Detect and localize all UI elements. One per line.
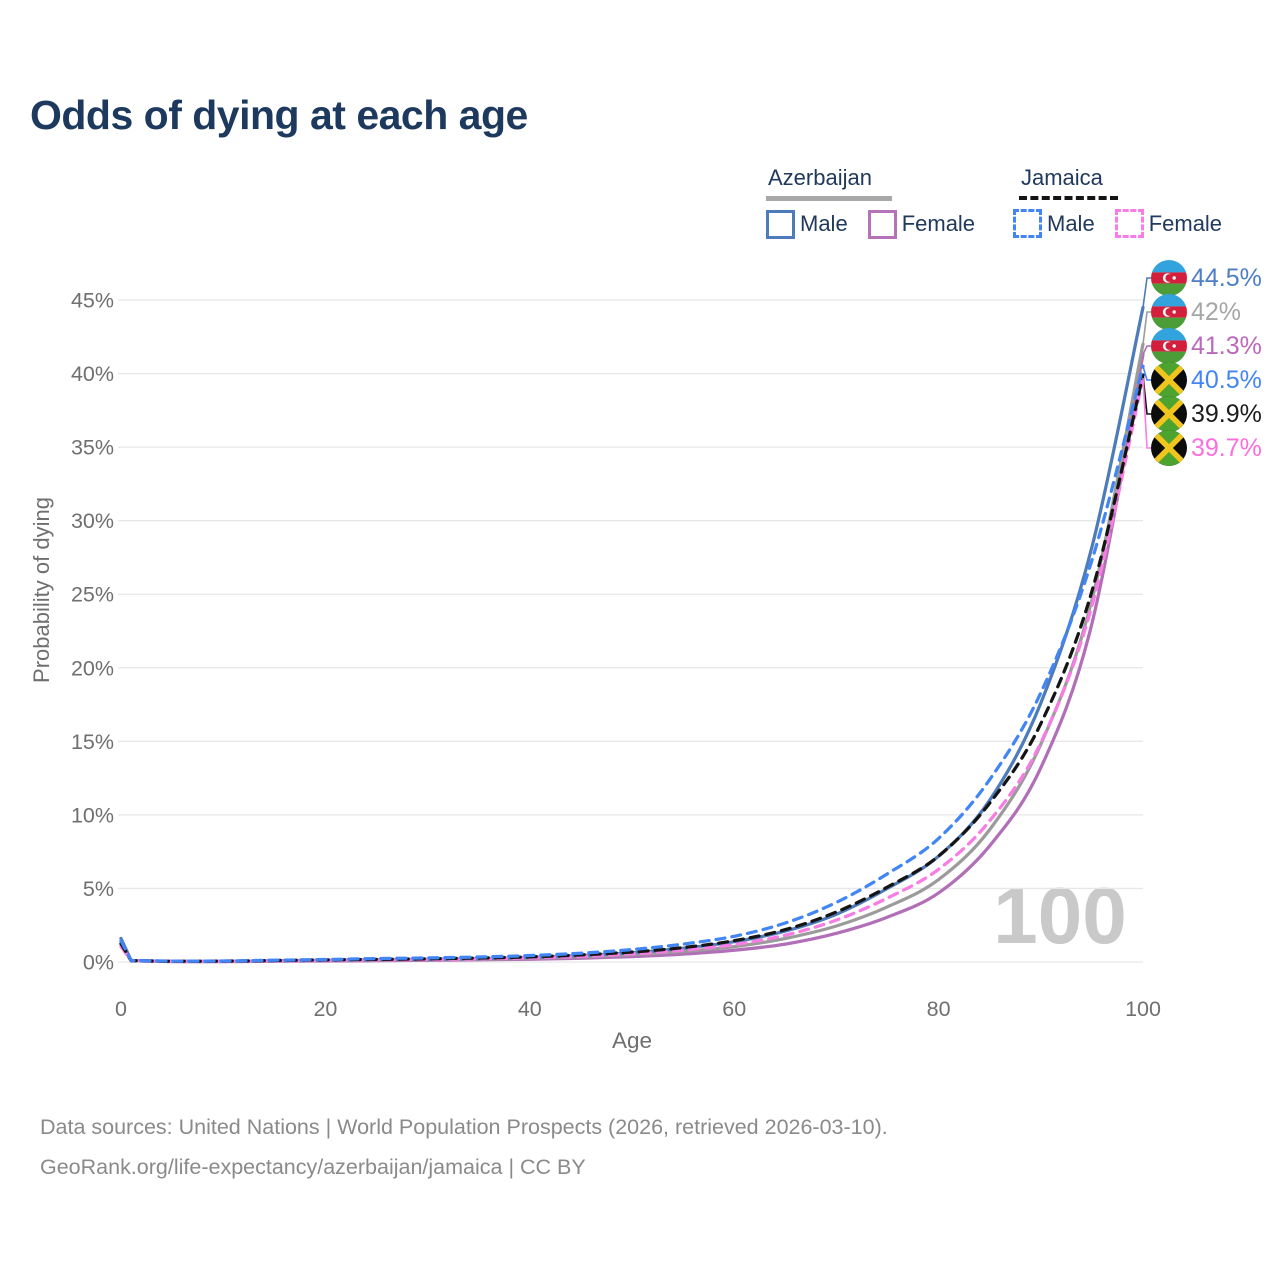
y-tick-label-30: 30% xyxy=(71,509,114,533)
end-value-jamaica-combined: 39.9% xyxy=(1191,400,1262,428)
legend-label-azerbaijan-female[interactable]: Female xyxy=(901,211,976,236)
footer-attribution: Data sources: United Nations | World Pop… xyxy=(40,1107,888,1187)
end-value-azerbaijan-male: 44.5% xyxy=(1191,264,1262,292)
end-label-connector-azerbaijan-female xyxy=(1142,345,1151,355)
azerbaijan-flag-icon xyxy=(1151,260,1187,296)
series-line-azerbaijan-combined[interactable] xyxy=(119,342,1145,964)
legend-line-sample-azerbaijan xyxy=(766,196,892,201)
footer-link[interactable]: GeoRank.org/life-expectancy/azerbaijan/j… xyxy=(40,1155,586,1179)
end-value-jamaica-male: 40.5% xyxy=(1191,366,1262,394)
x-tick-label-100: 100 xyxy=(1125,997,1161,1021)
legend-group-azerbaijan: Azerbaijan Male Female xyxy=(766,165,995,239)
y-axis-title: Probability of dying xyxy=(29,497,54,683)
end-label-connector-jamaica-female xyxy=(1142,377,1151,449)
legend-country-azerbaijan[interactable]: Azerbaijan xyxy=(768,165,872,190)
end-label-jamaica-combined: 39.9% xyxy=(1151,396,1262,432)
series-line-azerbaijan-female[interactable] xyxy=(119,352,1145,964)
series-line-jamaica-male[interactable] xyxy=(119,364,1145,963)
legend-line-sample-jamaica xyxy=(1019,196,1118,200)
legend-swatch-jamaica-female[interactable] xyxy=(1114,209,1144,238)
azerbaijan-flag-icon xyxy=(1151,328,1187,364)
footer-data-sources: Data sources: United Nations | World Pop… xyxy=(40,1115,888,1139)
end-label-azerbaijan-combined: 42% xyxy=(1151,294,1241,330)
y-tick-label-20: 20% xyxy=(71,656,114,680)
jamaica-flag-icon xyxy=(1151,396,1187,432)
azerbaijan-flag-icon xyxy=(1151,294,1187,330)
jamaica-flag-icon xyxy=(1151,430,1187,466)
legend-group-jamaica: Jamaica Male Female xyxy=(1013,165,1242,238)
legend-swatch-jamaica-male[interactable] xyxy=(1013,209,1042,238)
series-line-jamaica-female[interactable] xyxy=(119,376,1145,964)
end-label-jamaica-male: 40.5% xyxy=(1151,362,1262,398)
end-label-azerbaijan-male: 44.5% xyxy=(1151,260,1262,296)
y-tick-label-10: 10% xyxy=(71,803,114,827)
x-axis-title: Age xyxy=(612,1028,652,1053)
y-tick-label-5: 5% xyxy=(83,877,114,901)
y-tick-label-25: 25% xyxy=(71,583,114,607)
legend-label-jamaica-male[interactable]: Male xyxy=(1047,210,1095,236)
y-tick-label-15: 15% xyxy=(71,730,114,754)
end-label-connector-azerbaijan-male xyxy=(1142,277,1151,308)
legend-country-jamaica[interactable]: Jamaica xyxy=(1021,165,1103,190)
x-tick-label-60: 60 xyxy=(722,997,746,1021)
y-tick-label-45: 45% xyxy=(71,289,114,313)
end-label-connector-jamaica-male xyxy=(1142,365,1151,381)
x-tick-label-0: 0 xyxy=(115,997,127,1021)
legend-swatch-azerbaijan-male[interactable] xyxy=(766,209,795,239)
end-label-azerbaijan-female: 41.3% xyxy=(1151,328,1262,364)
end-label-connector-azerbaijan-combined xyxy=(1142,311,1151,345)
end-value-jamaica-female: 39.7% xyxy=(1191,434,1262,462)
end-value-azerbaijan-female: 41.3% xyxy=(1191,332,1262,360)
series-line-azerbaijan-male[interactable] xyxy=(119,305,1145,963)
legend-swatch-azerbaijan-female[interactable] xyxy=(867,209,897,239)
legend-label-azerbaijan-male[interactable]: Male xyxy=(800,211,848,236)
end-label-jamaica-female: 39.7% xyxy=(1151,430,1262,466)
x-tick-label-40: 40 xyxy=(518,997,542,1021)
series-line-jamaica-combined[interactable] xyxy=(119,373,1145,963)
jamaica-flag-icon xyxy=(1151,362,1187,398)
y-tick-label-35: 35% xyxy=(71,436,114,460)
x-tick-label-80: 80 xyxy=(927,997,951,1021)
legend-label-jamaica-female[interactable]: Female xyxy=(1148,210,1223,236)
end-value-azerbaijan-combined: 42% xyxy=(1191,298,1242,326)
chart-title: Odds of dying at each age xyxy=(30,92,528,138)
y-tick-label-40: 40% xyxy=(71,362,114,386)
y-tick-label-0: 0% xyxy=(83,951,114,975)
x-tick-label-20: 20 xyxy=(313,997,337,1021)
